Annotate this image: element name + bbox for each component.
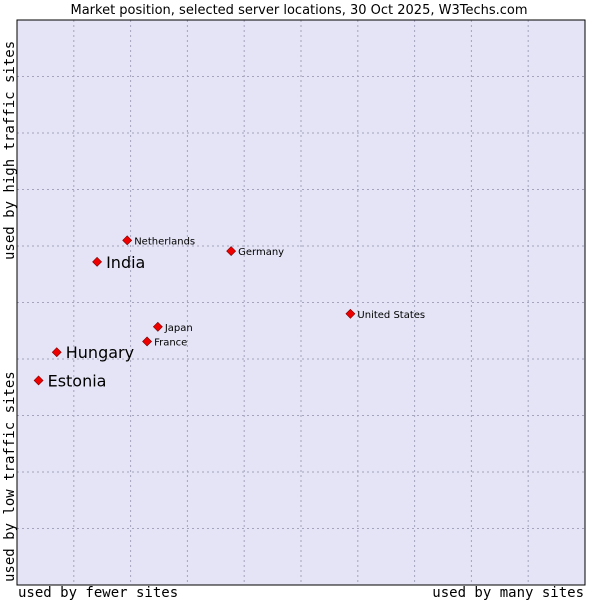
label-estonia: Estonia [48, 371, 107, 390]
label-united-states: United States [357, 310, 425, 321]
marker-estonia [33, 375, 44, 386]
x-axis-label-high: used by many sites [432, 585, 584, 600]
chart-title: Market position, selected server locatio… [70, 3, 527, 18]
label-germany: Germany [238, 247, 284, 258]
point-japan: Japan [152, 321, 193, 334]
grid-lines [17, 20, 585, 585]
point-india: India [92, 253, 145, 272]
point-germany: Germany [226, 246, 284, 258]
label-hungary: Hungary [66, 343, 134, 362]
point-france: France [142, 336, 187, 348]
point-estonia: Estonia [33, 371, 107, 390]
point-united-states: United States [345, 308, 425, 321]
label-netherlands: Netherlands [134, 236, 195, 247]
y-axis-label-high: used by high traffic sites [2, 41, 18, 260]
point-netherlands: Netherlands [122, 235, 195, 247]
y-axis-label-low: used by low traffic sites [2, 371, 18, 582]
label-india: India [106, 253, 145, 272]
label-france: France [154, 337, 187, 348]
marker-france [142, 336, 152, 347]
marker-hungary [51, 347, 62, 358]
marker-united-states [345, 308, 356, 319]
x-axis-label-low: used by fewer sites [18, 585, 178, 600]
point-hungary: Hungary [51, 343, 134, 362]
data-points: Netherlands Germany India United States Japa… [33, 235, 425, 390]
marker-india [92, 256, 103, 267]
marker-germany [226, 246, 237, 257]
marker-netherlands [122, 235, 133, 246]
plot-frame [16, 19, 586, 586]
marker-japan [152, 321, 163, 332]
label-japan: Japan [164, 323, 193, 334]
